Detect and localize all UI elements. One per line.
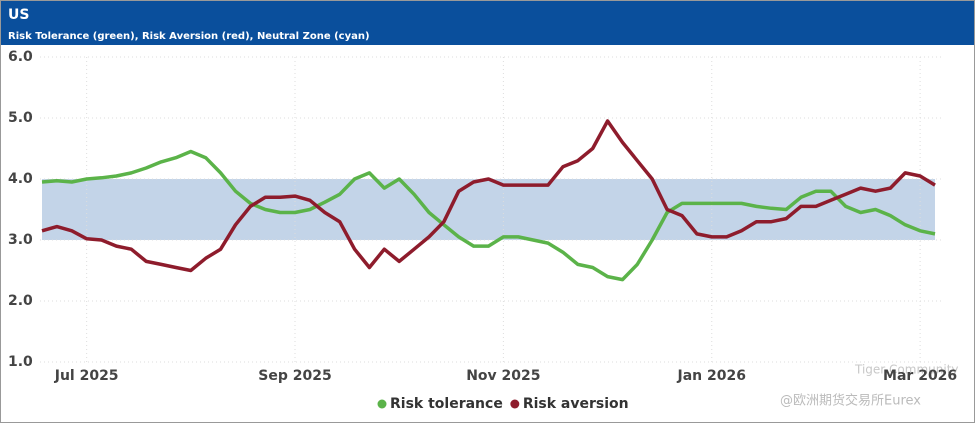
x-tick-label: Nov 2025 [466,368,540,384]
y-tick-label: 5.0 [8,110,33,126]
watermark: Tiger Community [854,363,959,377]
legend-label: Risk aversion [523,396,629,412]
y-tick-label: 4.0 [8,171,33,187]
x-tick-label: Jan 2026 [677,368,746,384]
x-tick-label: Mar 2026 [883,368,957,384]
x-tick-label: Sep 2025 [258,368,331,384]
y-tick-label: 1.0 [8,354,33,370]
y-tick-label: 3.0 [8,232,33,248]
watermark: @欧洲期货交易所Eurex [780,393,921,409]
neutral-zone [42,179,935,240]
chart-title: US [8,7,29,23]
legend-marker [377,399,387,409]
header-bar [1,1,974,45]
series-line [41,119,936,273]
chart-subtitle: Risk Tolerance (green), Risk Aversion (r… [8,31,370,42]
legend-label: Risk tolerance [390,396,503,412]
y-tick-label: 2.0 [8,293,33,309]
x-tick-label: Jul 2025 [54,368,119,384]
legend-marker [510,399,520,409]
y-tick-label: 6.0 [8,49,33,65]
series-line [41,149,936,282]
